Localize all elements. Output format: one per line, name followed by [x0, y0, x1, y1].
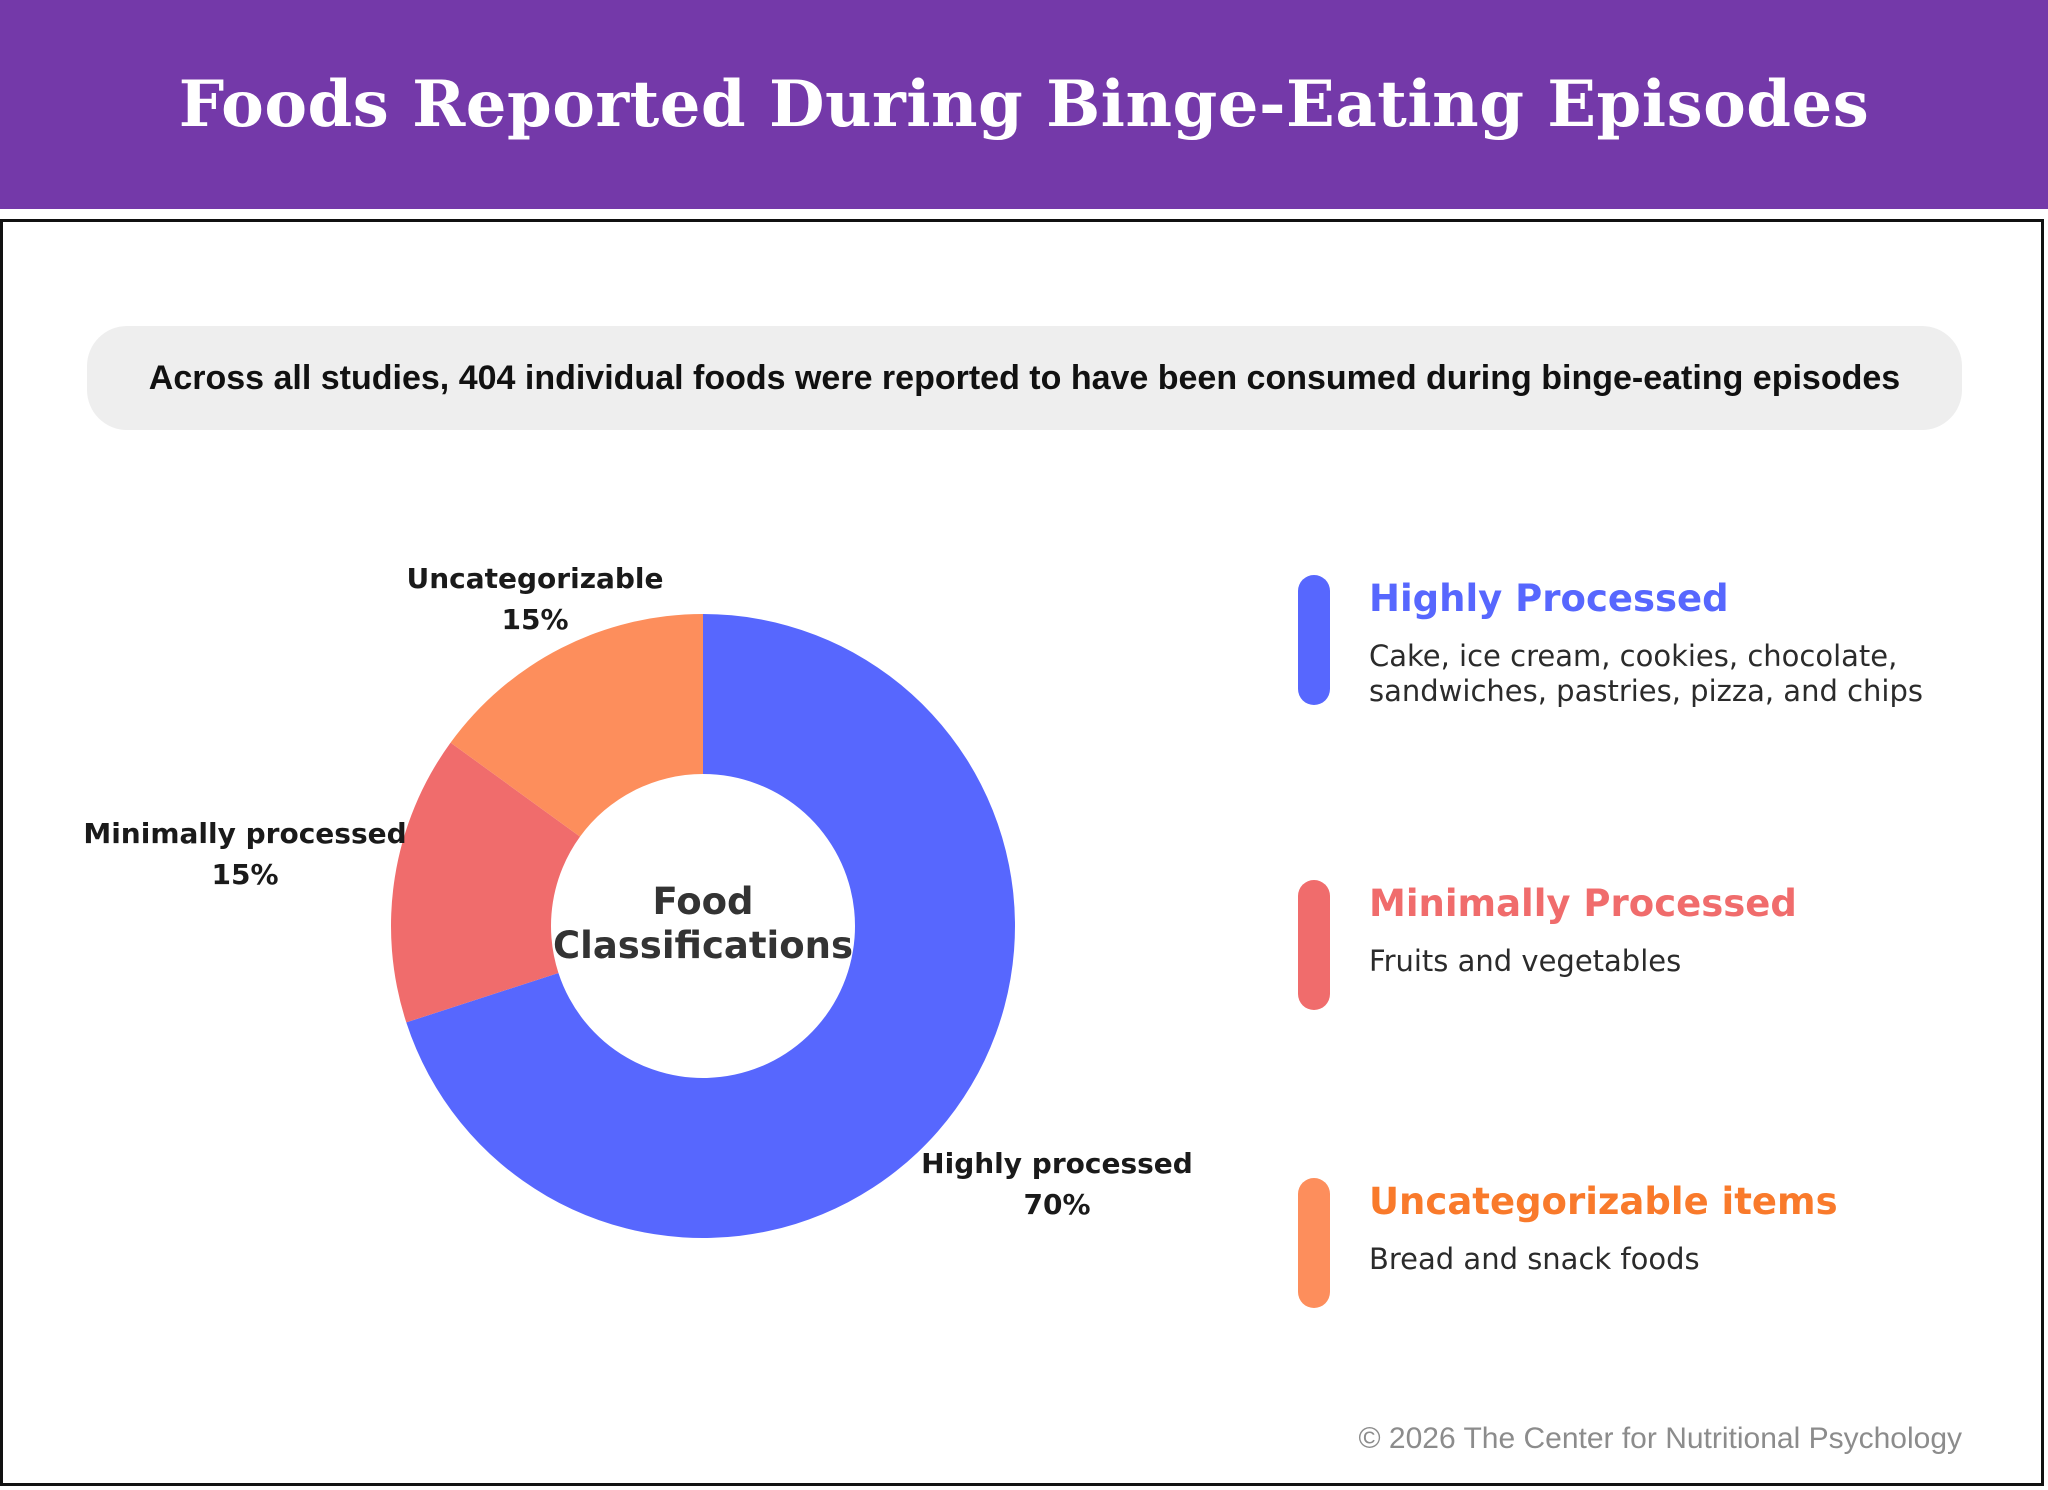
legend-desc-uncategorizable: Bread and snack foods — [1369, 1242, 1700, 1276]
page-title: Foods Reported During Binge-Eating Episo… — [178, 67, 1870, 142]
slice-uncategorizable — [450, 614, 703, 837]
summary-text: Across all studies, 404 individual foods… — [148, 358, 1901, 397]
slice-value-minimally-processed: 15% — [211, 858, 278, 891]
slice-label-highly-processed: Highly processed — [921, 1147, 1193, 1180]
legend-title-highly-processed: Highly Processed — [1369, 577, 1729, 620]
legend-swatch-minimally-processed — [1298, 880, 1330, 1010]
center-label-line-2: Classifications — [553, 924, 853, 967]
legend-desc-minimally-processed: Fruits and vegetables — [1369, 944, 1682, 978]
slice-label-uncategorizable: Uncategorizable — [406, 562, 663, 595]
slice-minimally-processed — [390, 742, 581, 1023]
slice-value-uncategorizable: 15% — [501, 603, 568, 636]
summary-banner: Across all studies, 404 individual foods… — [87, 326, 1962, 430]
legend-desc-highly-processed: Cake, ice cream, cookies, chocolate, san… — [1369, 639, 1923, 708]
slice-highly-processed — [406, 614, 1015, 1238]
legend-title-uncategorizable: Uncategorizable items — [1369, 1180, 1838, 1223]
copyright-footer: © 2026 The Center for Nutritional Psycho… — [1358, 1422, 1962, 1455]
slice-label-minimally-processed: Minimally processed — [83, 817, 406, 850]
slice-value-highly-processed: 70% — [1023, 1188, 1090, 1221]
legend-title-minimally-processed: Minimally Processed — [1369, 882, 1797, 925]
content-frame — [0, 219, 2044, 1486]
header-bar: Foods Reported During Binge-Eating Episo… — [0, 0, 2048, 209]
legend-swatch-uncategorizable — [1298, 1178, 1330, 1308]
center-label-line-1: Food — [652, 880, 753, 923]
legend-swatch-highly-processed — [1298, 575, 1330, 705]
